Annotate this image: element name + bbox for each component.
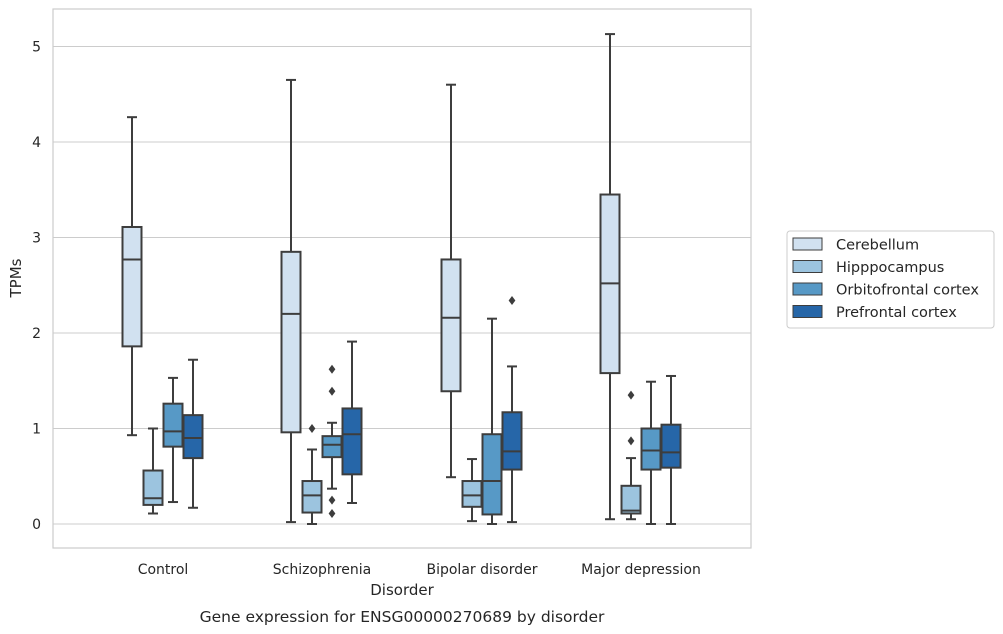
legend-label: Orbitofrontal cortex: [836, 283, 979, 299]
y-tick-label: 2: [32, 326, 41, 342]
outlier-point: [308, 424, 316, 433]
x-tick-label: Bipolar disorder: [426, 562, 537, 578]
box-iqr: [461, 480, 483, 508]
box-group: [640, 380, 662, 525]
box-iqr: [440, 258, 462, 393]
legend-swatch: [792, 237, 823, 251]
box-iqr: [321, 435, 343, 459]
outlier-point: [328, 364, 336, 374]
box-iqr: [660, 423, 682, 469]
box-iqr: [162, 402, 184, 448]
box-group: [620, 390, 642, 521]
plot-frame: [52, 8, 752, 549]
outlier-point: [508, 296, 516, 306]
box-group: [301, 424, 323, 525]
box-iqr: [182, 414, 204, 460]
outlier-point: [328, 495, 336, 505]
legend: Cerebellum Hipppocampus Orbitofrontal cort…: [786, 230, 995, 329]
box-group: [182, 358, 204, 509]
chart-caption: Gene expression for ENSG00000270689 by d…: [200, 608, 605, 626]
y-tick-label: 4: [32, 135, 41, 151]
legend-label: Cerebellum: [836, 238, 919, 254]
box-group: [660, 374, 682, 525]
outlier-point: [627, 436, 635, 446]
x-tick-label: Schizophrenia: [273, 562, 371, 578]
box-group: [142, 427, 164, 515]
box-iqr: [121, 225, 143, 348]
box-iqr: [301, 480, 323, 514]
box-iqr: [481, 433, 503, 516]
outlier-point: [328, 508, 336, 518]
box-iqr: [501, 411, 523, 471]
outlier-point: [627, 390, 635, 400]
legend-label: Hipppocampus: [836, 260, 944, 276]
y-tick-label: 1: [32, 422, 41, 438]
box-group: [280, 78, 302, 524]
box-iqr: [341, 407, 363, 476]
x-axis-ticks: Control Schizophrenia Bipolar disorder Majo…: [138, 562, 701, 578]
x-axis-label: Disorder: [370, 581, 434, 599]
box-group: [341, 340, 363, 504]
box-group: [599, 33, 621, 521]
x-tick-label: Control: [138, 562, 189, 578]
box-group: [440, 83, 462, 479]
legend-swatch: [792, 282, 823, 296]
box-group: [481, 317, 503, 525]
box-group: [501, 296, 523, 524]
box-iqr: [620, 484, 642, 515]
legend-label: Prefrontal cortex: [836, 305, 957, 321]
y-axis-label: TPMs: [7, 258, 25, 298]
x-tick-label: Major depression: [581, 562, 701, 578]
box-iqr: [280, 250, 302, 434]
y-tick-label: 0: [32, 517, 41, 533]
box-layer: [121, 33, 682, 525]
box-iqr: [142, 469, 164, 506]
y-tick-label: 3: [32, 231, 41, 247]
legend-swatch: [792, 305, 823, 318]
y-axis-ticks: 0 1 2 3 4 5: [32, 40, 41, 534]
outlier-point: [328, 386, 336, 396]
box-iqr: [640, 427, 662, 471]
box-group: [121, 116, 143, 437]
y-tick-label: 5: [32, 40, 41, 56]
legend-frame: [786, 230, 995, 329]
legend-swatch: [792, 260, 823, 273]
